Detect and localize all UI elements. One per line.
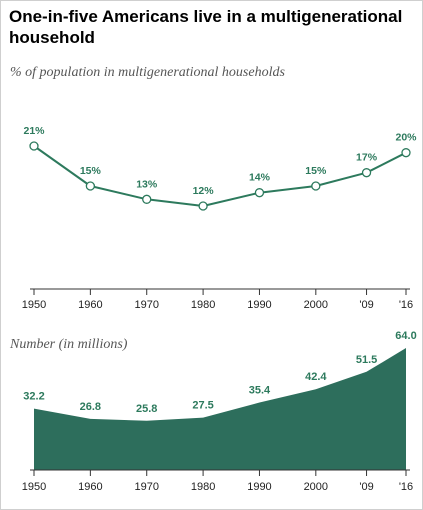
x-tick-label: 1960 xyxy=(78,481,102,493)
data-point xyxy=(361,168,372,178)
data-point xyxy=(254,188,265,198)
data-label: 20% xyxy=(395,132,417,144)
chart-title: One-in-five Americans live in a multigen… xyxy=(9,7,403,47)
line-chart-subtitle: % of population in multigenerational hou… xyxy=(10,65,285,80)
data-label: 17% xyxy=(356,152,378,164)
x-tick-label: 1980 xyxy=(191,299,215,311)
area-chart: 32.2 26.8 25.8 27.5 35.4 42.4 51.5 64.0 1950 1960… xyxy=(22,330,417,493)
data-label: 51.5 xyxy=(356,354,377,366)
x-tick-label: 1990 xyxy=(247,481,271,493)
data-label: 27.5 xyxy=(192,400,213,412)
data-point xyxy=(85,181,96,191)
data-label: 25.8 xyxy=(136,403,157,415)
data-label: 14% xyxy=(249,172,271,184)
x-tick-label: 1990 xyxy=(247,299,271,311)
area-chart-subtitle: Number (in millions) xyxy=(10,337,128,352)
data-label: 15% xyxy=(305,165,327,177)
data-point xyxy=(311,181,321,191)
data-label: 13% xyxy=(136,178,158,190)
data-label: 35.4 xyxy=(249,385,271,397)
x-tick-label: 1980 xyxy=(191,481,215,493)
x-tick-label: '09 xyxy=(359,299,373,311)
data-point xyxy=(198,201,208,211)
series-line xyxy=(33,145,407,207)
data-point xyxy=(142,194,152,204)
x-tick-label: 2000 xyxy=(304,481,328,493)
x-tick-label: 1950 xyxy=(22,299,46,311)
line-chart: 21% 15% 13% 12% 14% 15% 17% 20% 1950 1960 1970 1980… xyxy=(22,125,417,311)
data-label: 64.0 xyxy=(395,330,416,342)
data-point xyxy=(29,141,39,151)
x-tick-label: 1970 xyxy=(134,299,158,311)
data-label: 12% xyxy=(193,185,215,197)
data-label: 15% xyxy=(80,165,102,177)
data-label: 21% xyxy=(23,125,45,137)
data-point xyxy=(401,148,411,158)
x-tick-label: 1970 xyxy=(134,481,158,493)
data-label: 32.2 xyxy=(23,391,44,403)
x-tick-label: '16 xyxy=(399,299,413,311)
data-label: 42.4 xyxy=(305,371,327,383)
x-tick-label: '16 xyxy=(399,481,413,493)
data-label: 26.8 xyxy=(80,401,101,413)
x-tick-label: 2000 xyxy=(304,299,328,311)
series-area xyxy=(34,348,406,470)
x-tick-label: '09 xyxy=(359,481,373,493)
x-tick-label: 1960 xyxy=(78,299,102,311)
x-tick-label: 1950 xyxy=(22,481,46,493)
